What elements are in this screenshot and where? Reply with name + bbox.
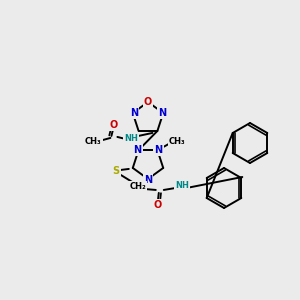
Text: N: N xyxy=(134,145,142,155)
Text: NH: NH xyxy=(124,134,138,143)
Text: CH₂: CH₂ xyxy=(129,182,146,191)
Text: N: N xyxy=(154,145,163,155)
Text: CH₃: CH₃ xyxy=(169,136,186,146)
Text: N: N xyxy=(144,175,152,185)
Text: O: O xyxy=(109,120,118,130)
Text: S: S xyxy=(112,166,119,176)
Text: N: N xyxy=(130,108,138,118)
Text: N: N xyxy=(158,108,166,118)
Text: O: O xyxy=(154,200,162,210)
Text: NH: NH xyxy=(175,182,189,190)
Text: CH₃: CH₃ xyxy=(85,137,102,146)
Text: O: O xyxy=(144,97,152,107)
